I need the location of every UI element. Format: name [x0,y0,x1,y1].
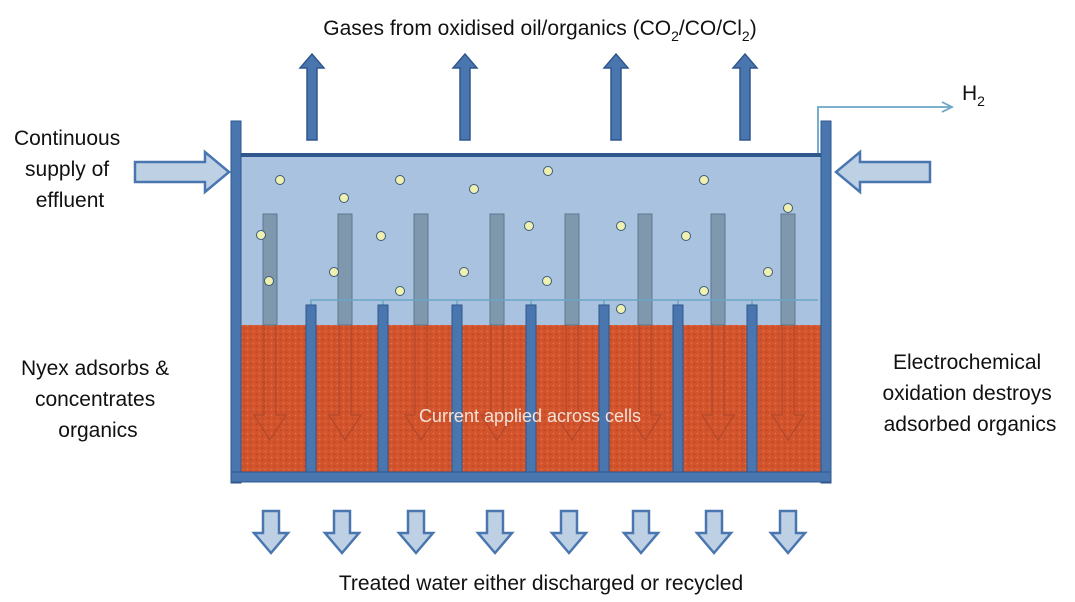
upper-electrode-2 [337,213,353,326]
inflow-arrow-right [834,149,932,195]
bubble [524,221,534,231]
outflow-arrow-7 [694,509,734,555]
cell-divider-1 [305,304,317,478]
outflow-arrow-1 [251,509,291,555]
bubble [395,175,405,185]
bubble [469,184,479,194]
inflow-label-line-2: supply of [25,158,109,181]
bubble [395,286,405,296]
cell-divider-3 [451,304,463,478]
bubble [339,193,349,203]
outflow-arrow-5 [549,509,589,555]
bubble [699,286,709,296]
bubble [763,267,773,277]
bed-arrow-2 [327,325,363,442]
bubble [616,304,626,314]
bubble [329,267,339,277]
cell-divider-4 [525,304,537,478]
outflow-arrow-2 [322,509,362,555]
bed-arrow-6 [627,325,663,442]
current-label: Current applied across cells [419,406,641,426]
oxidation-label-line-1: Electrochemical [893,351,1041,374]
upper-electrode-7 [710,213,726,326]
oxidation-label: Electrochemical oxidation destroys adsor… [882,351,1057,436]
cell-dividers [305,304,758,478]
upper-electrode-4 [489,213,505,326]
gas-arrow-2 [451,52,479,141]
bubble [783,203,793,213]
bed-arrow-8 [770,325,806,442]
cell-divider-7 [746,304,758,478]
gas-arrow-3 [602,52,630,141]
upper-electrodes [262,213,796,326]
tank-walls [230,120,832,484]
tank-wall-right [820,120,832,484]
oxidation-label-line-2: oxidation destroys [882,382,1051,405]
outflow-arrow-4 [475,509,515,555]
bubble [264,276,274,286]
tank-wall-left [230,120,242,484]
inflow-label: Continuous supply of effluent [14,127,126,212]
bubble [376,231,386,241]
upper-electrode-6 [637,213,653,326]
outflow-arrows [251,509,808,555]
cell-divider-5 [598,304,610,478]
hydrogen-arrow-head [941,101,955,113]
bed-arrow-3 [403,325,439,442]
tank-floor [230,471,832,483]
bubble [543,166,553,176]
adsorption-label-line-1: Nyex adsorbs & [21,357,169,380]
adsorption-label-line-3: organics [58,419,137,442]
oxidation-label-line-3: adsorbed organics [884,413,1057,436]
cell-divider-2 [377,304,389,478]
gas-arrow-1 [298,52,326,141]
outflow-arrow-6 [621,509,661,555]
title-text: Gases from oxidised oil/organics (CO2/CO… [323,17,756,44]
inflow-arrow-left [133,149,231,195]
bubble [275,175,285,185]
upper-electrode-5 [564,213,580,326]
outflow-label: Treated water either discharged or recyc… [339,572,743,595]
gas-arrow-4 [731,52,759,141]
bubble [542,276,552,286]
bubbles [256,166,793,314]
adsorption-label-line-2: concentrates [35,388,155,411]
bed-arrow-7 [700,325,736,442]
bubble [699,175,709,185]
outflow-arrow-8 [768,509,808,555]
cell-divider-6 [672,304,684,478]
inflow-label-line-3: effluent [36,189,105,212]
hydrogen-label: H2 [962,82,985,109]
bubble [459,267,469,277]
hydrogen-outlet-line [817,106,950,308]
inflow-label-line-1: Continuous [14,127,120,150]
bed-flow-arrows [252,325,806,442]
bubble [681,231,691,241]
bed-arrow-5 [554,325,590,442]
upper-electrode-8 [780,213,796,326]
upper-electrode-1 [262,213,278,326]
bed-arrow-4 [479,325,515,442]
upper-electrode-3 [413,213,429,326]
outflow-arrow-3 [396,509,436,555]
bubble [256,230,266,240]
bubble [616,221,626,231]
adsorption-label: Nyex adsorbs & concentrates organics [21,357,175,442]
gas-outlet-arrows [298,52,759,141]
bed-arrow-1 [252,325,288,442]
